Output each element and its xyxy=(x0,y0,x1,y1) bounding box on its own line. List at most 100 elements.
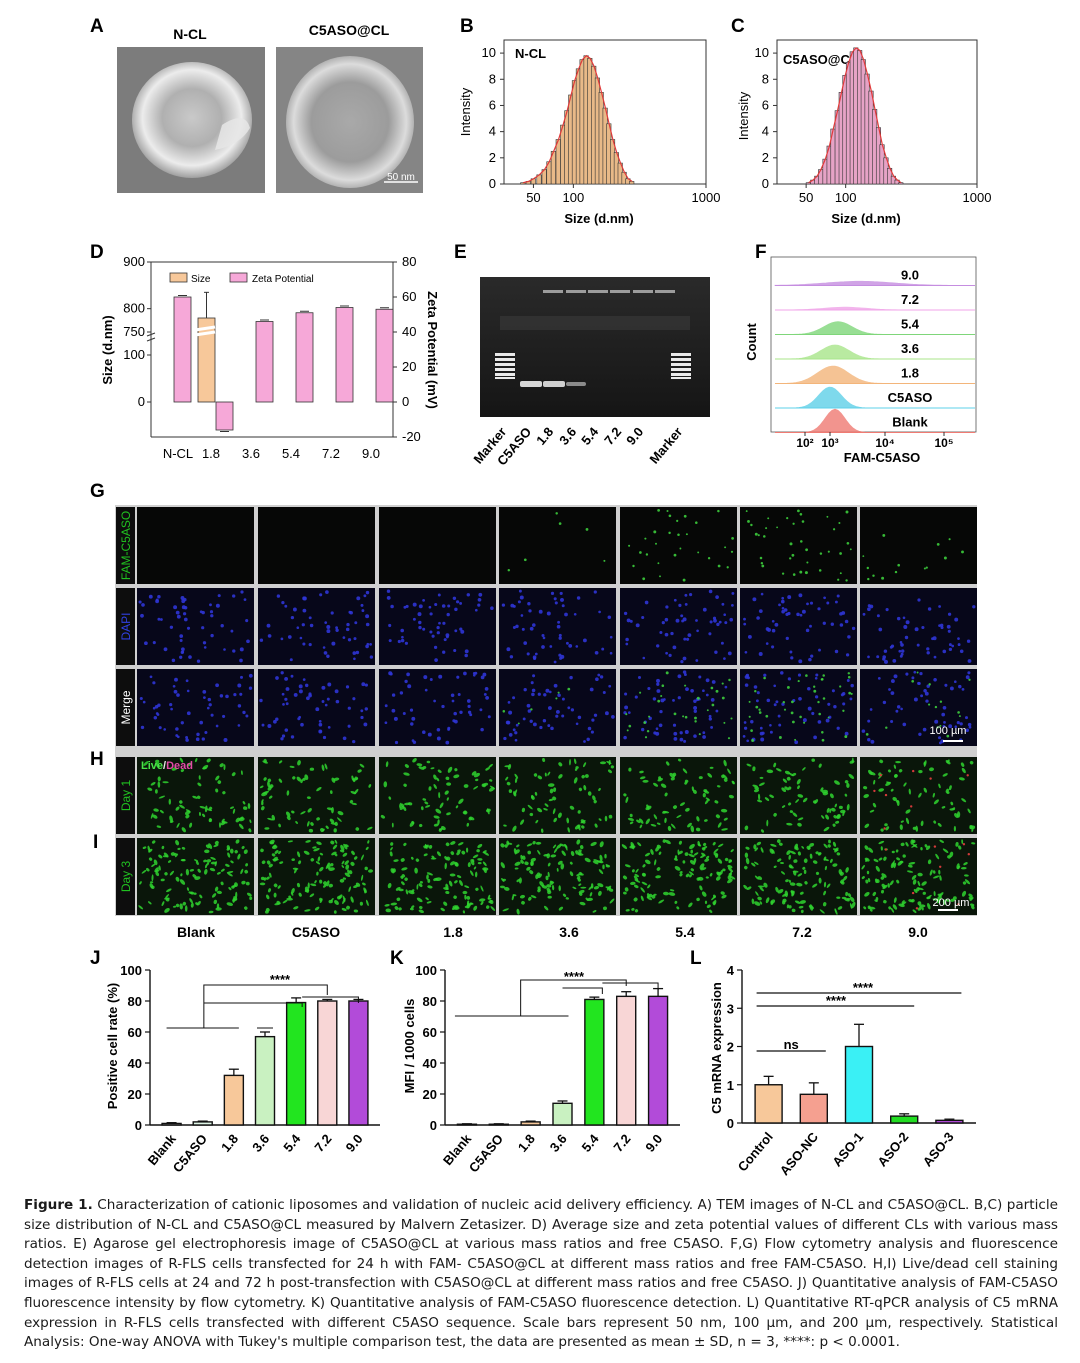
live-cell xyxy=(138,905,144,910)
live-cell xyxy=(638,818,644,824)
live-cell xyxy=(249,819,252,824)
fam-signal-dot xyxy=(837,578,840,581)
nucleus-dot xyxy=(533,656,537,661)
live-cell xyxy=(869,771,876,776)
nucleus-dot xyxy=(276,594,281,598)
micro-tile-fam-1 xyxy=(258,507,375,584)
live-cell xyxy=(880,876,885,880)
gel-marker-band xyxy=(495,353,515,356)
zeta-tick-label: 60 xyxy=(402,289,416,304)
category-label: 3.6 xyxy=(547,1131,570,1154)
live-cell xyxy=(502,908,509,912)
nucleus-dot xyxy=(453,648,457,653)
nucleus-dot xyxy=(243,598,247,601)
nucleus-dot xyxy=(877,677,881,680)
live-cell xyxy=(832,863,838,867)
bar-5.4 xyxy=(584,998,605,1126)
nucleus-dot xyxy=(547,724,551,728)
nucleus-dot xyxy=(869,604,874,609)
live-cell xyxy=(202,764,209,770)
micro-tile-live1-6 xyxy=(860,757,977,834)
nucleus-dot xyxy=(553,683,558,688)
nucleus-dot xyxy=(593,590,597,594)
nucleus-dot xyxy=(723,657,726,660)
nucleus-dot xyxy=(597,673,601,677)
live-cell xyxy=(169,870,175,876)
nucleus-dot xyxy=(519,595,524,600)
nucleus-dot xyxy=(629,619,633,623)
live-cell xyxy=(185,809,191,813)
live-cell xyxy=(800,909,804,914)
live-cell xyxy=(557,860,563,865)
live-cell xyxy=(716,785,721,788)
live-cell xyxy=(342,895,346,902)
fam-signal-dot xyxy=(819,552,823,555)
live-cell xyxy=(894,774,898,778)
live-cell xyxy=(688,902,693,908)
nucleus-dot xyxy=(201,737,205,741)
fam-signal-dot xyxy=(804,571,808,575)
live-cell xyxy=(426,760,431,764)
live-cell xyxy=(154,867,159,873)
live-cell xyxy=(766,769,774,774)
fam-signal-dot xyxy=(558,522,562,525)
nucleus-dot xyxy=(684,593,688,597)
nucleus-dot xyxy=(813,735,817,740)
nucleus-dot xyxy=(319,730,322,733)
live-cell xyxy=(160,878,165,882)
nucleus-dot xyxy=(550,591,555,595)
nucleus-dot xyxy=(556,624,561,629)
live-cell xyxy=(390,842,394,846)
zeta-bar xyxy=(215,401,234,431)
live-cell xyxy=(911,844,918,848)
live-cell xyxy=(654,859,657,866)
live-cell xyxy=(922,891,926,895)
nucleus-dot xyxy=(397,639,401,644)
live-cell xyxy=(797,817,804,821)
fam-signal-dot xyxy=(682,715,685,718)
live-cell xyxy=(458,842,464,846)
live-cell xyxy=(462,910,466,914)
y-tick-label: 20 xyxy=(423,1087,437,1102)
nucleus-dot xyxy=(914,627,919,632)
live-cell xyxy=(658,776,662,780)
live-cell xyxy=(415,858,420,862)
live-cell xyxy=(308,828,314,833)
nucleus-dot xyxy=(201,610,205,615)
live-cell xyxy=(419,905,423,910)
nucleus-dot xyxy=(342,736,347,741)
fam-signal-dot xyxy=(695,521,698,524)
fam-signal-dot xyxy=(668,514,672,518)
nucleus-dot xyxy=(561,697,565,701)
micro-tile-merge-3 xyxy=(499,669,616,746)
nucleus-dot xyxy=(347,706,351,710)
live-cell xyxy=(598,890,602,896)
live-cell xyxy=(793,859,798,863)
nucleus-dot xyxy=(356,596,361,601)
nucleus-dot xyxy=(842,692,846,696)
nucleus-dot xyxy=(711,680,716,684)
fam-signal-dot xyxy=(657,509,660,512)
live-cell xyxy=(696,897,700,902)
nucleus-dot xyxy=(300,722,304,727)
live-cell xyxy=(775,768,782,772)
nucleus-dot xyxy=(298,689,303,694)
nucleus-dot xyxy=(140,725,145,730)
live-cell xyxy=(225,863,230,867)
fam-signal-dot xyxy=(911,679,915,683)
live-cell xyxy=(404,764,409,768)
live-cell xyxy=(791,772,797,777)
live-cell xyxy=(165,894,169,899)
live-cell xyxy=(830,858,833,863)
live-cell xyxy=(608,759,611,766)
nucleus-dot xyxy=(342,636,346,639)
nucleus-dot xyxy=(237,683,242,688)
nucleus-dot xyxy=(839,623,844,627)
live-cell xyxy=(624,887,629,892)
nucleus-dot xyxy=(715,595,719,599)
nucleus-dot xyxy=(582,638,587,643)
nucleus-dot xyxy=(790,656,794,660)
live-cell xyxy=(929,767,934,772)
tile-background xyxy=(379,507,496,584)
